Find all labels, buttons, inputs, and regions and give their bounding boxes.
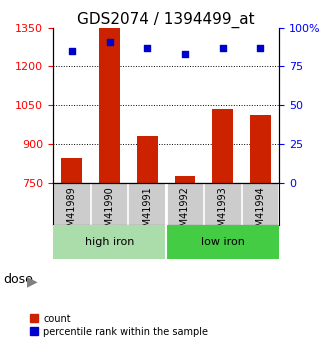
Point: [107, 39, 112, 44]
Text: dose: dose: [3, 273, 33, 286]
Text: GSM41994: GSM41994: [256, 186, 265, 239]
Point: [182, 51, 187, 57]
Bar: [166, 225, 279, 259]
Title: GDS2074 / 1394499_at: GDS2074 / 1394499_at: [77, 11, 255, 28]
Text: GSM41991: GSM41991: [142, 186, 152, 239]
Text: GSM41993: GSM41993: [218, 186, 228, 239]
Legend: count, percentile rank within the sample: count, percentile rank within the sample: [30, 314, 208, 337]
Text: high iron: high iron: [85, 237, 134, 247]
Text: low iron: low iron: [201, 237, 245, 247]
Bar: [99, 28, 120, 183]
Bar: [212, 109, 233, 183]
Bar: [175, 176, 195, 183]
Bar: [53, 225, 166, 259]
Bar: [61, 158, 82, 183]
Point: [69, 48, 74, 53]
Text: GSM41990: GSM41990: [105, 186, 115, 239]
Bar: [137, 136, 158, 183]
Text: GSM41989: GSM41989: [67, 186, 77, 239]
Point: [145, 45, 150, 50]
Text: ▶: ▶: [27, 274, 38, 288]
Text: GSM41992: GSM41992: [180, 186, 190, 239]
Bar: [250, 116, 271, 183]
Point: [220, 45, 225, 50]
Point: [258, 45, 263, 50]
